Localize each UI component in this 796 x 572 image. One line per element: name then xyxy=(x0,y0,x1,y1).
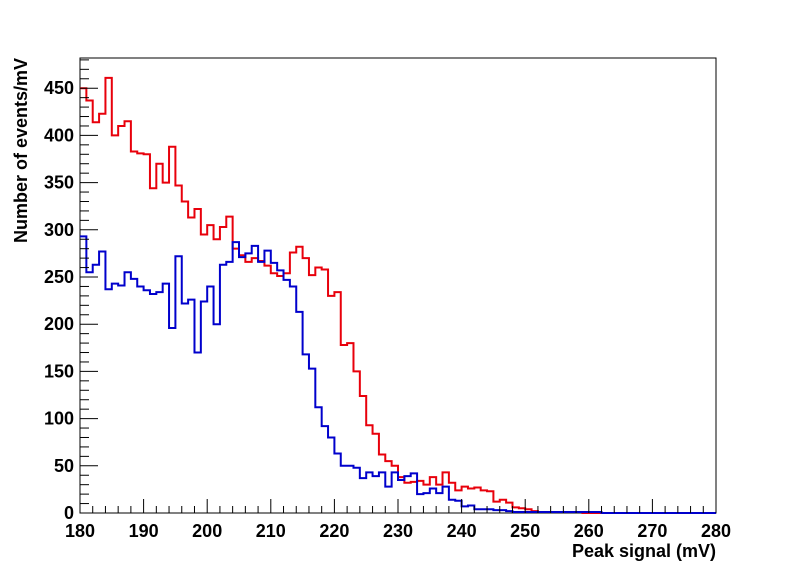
x-tick-label: 260 xyxy=(574,521,604,541)
x-tick-label: 250 xyxy=(510,521,540,541)
y-tick-label: 50 xyxy=(54,456,74,476)
y-tick-label: 0 xyxy=(64,503,74,523)
x-tick-label: 180 xyxy=(65,521,95,541)
series-layer xyxy=(80,76,716,514)
series-line-blue xyxy=(80,235,716,514)
y-tick-label: 450 xyxy=(44,78,74,98)
y-tick-label: 250 xyxy=(44,267,74,287)
axis-layer: 180 190 200 210 220 230 240 250 260 270 280 0 50 100 1… xyxy=(44,59,731,541)
y-tick-label: 400 xyxy=(44,125,74,145)
x-tick-label: 200 xyxy=(192,521,222,541)
x-tick-label: 210 xyxy=(256,521,286,541)
x-tick-label: 190 xyxy=(129,521,159,541)
y-axis-title: Number of events/mV xyxy=(11,58,31,243)
x-tick-label: 220 xyxy=(319,521,349,541)
x-axis-title: Peak signal (mV) xyxy=(572,541,716,561)
y-tick-label: 300 xyxy=(44,220,74,240)
x-tick-label: 240 xyxy=(447,521,477,541)
y-tick-label: 350 xyxy=(44,173,74,193)
y-tick-label: 150 xyxy=(44,361,74,381)
x-tick-label: 280 xyxy=(701,521,731,541)
x-tick-label: 270 xyxy=(637,521,667,541)
y-tick-label: 200 xyxy=(44,314,74,334)
y-tick-label: 100 xyxy=(44,409,74,429)
x-tick-label: 230 xyxy=(383,521,413,541)
